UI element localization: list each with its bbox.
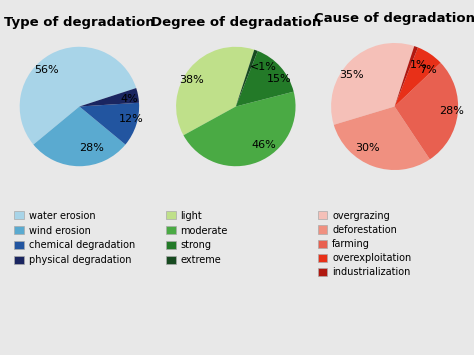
- Text: 38%: 38%: [179, 75, 204, 85]
- Wedge shape: [394, 46, 418, 106]
- Title: Cause of degradation: Cause of degradation: [314, 12, 474, 24]
- Title: Type of degradation: Type of degradation: [4, 16, 155, 29]
- Text: 4%: 4%: [120, 94, 138, 104]
- Text: 12%: 12%: [119, 114, 144, 124]
- Text: 28%: 28%: [80, 143, 104, 153]
- Wedge shape: [79, 103, 139, 144]
- Text: <1%: <1%: [250, 62, 277, 72]
- Title: Degree of degradation: Degree of degradation: [151, 16, 321, 29]
- Text: 28%: 28%: [439, 106, 464, 116]
- Wedge shape: [236, 50, 258, 106]
- Wedge shape: [20, 47, 136, 144]
- Legend: overgrazing, deforestation, farming, overexploitation, industrialization: overgrazing, deforestation, farming, ove…: [318, 211, 411, 277]
- Text: 30%: 30%: [355, 143, 380, 153]
- Wedge shape: [394, 63, 458, 159]
- Text: 46%: 46%: [251, 140, 276, 151]
- Text: 1%: 1%: [410, 60, 427, 70]
- Text: 7%: 7%: [419, 65, 437, 75]
- Legend: water erosion, wind erosion, chemical degradation, physical degradation: water erosion, wind erosion, chemical de…: [14, 211, 135, 265]
- Wedge shape: [33, 106, 126, 166]
- Wedge shape: [79, 88, 139, 106]
- Wedge shape: [183, 92, 295, 166]
- Wedge shape: [331, 43, 414, 125]
- Text: 15%: 15%: [267, 74, 292, 84]
- Wedge shape: [176, 47, 254, 135]
- Wedge shape: [334, 106, 430, 170]
- Text: 56%: 56%: [35, 65, 59, 75]
- Legend: light, moderate, strong, extreme: light, moderate, strong, extreme: [166, 211, 228, 265]
- Wedge shape: [236, 51, 294, 106]
- Wedge shape: [394, 48, 441, 106]
- Text: 35%: 35%: [339, 70, 364, 80]
